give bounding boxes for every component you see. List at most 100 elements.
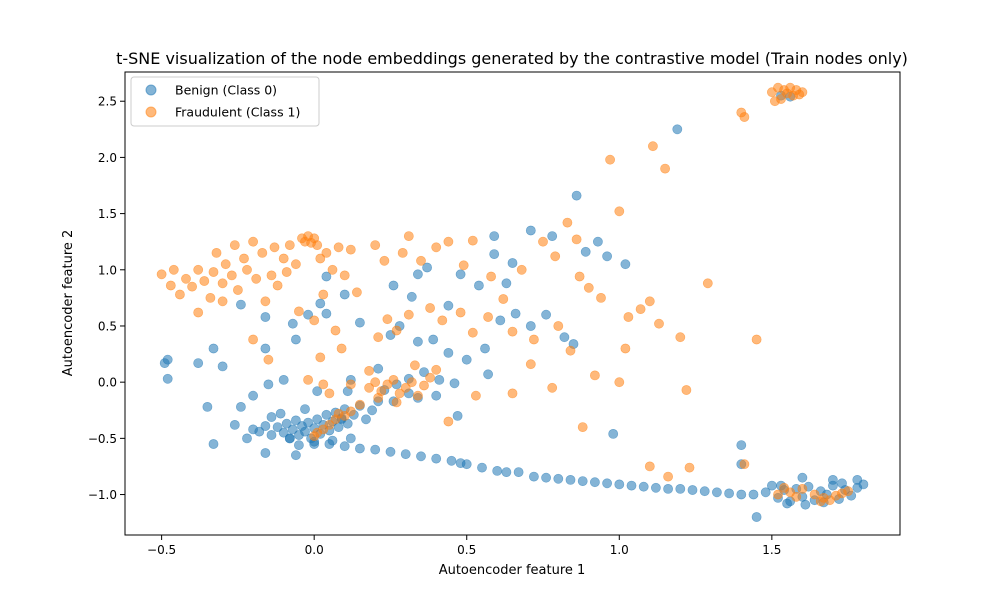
data-point bbox=[217, 278, 228, 289]
data-point bbox=[635, 304, 646, 314]
data-point bbox=[525, 225, 536, 236]
data-point bbox=[590, 370, 600, 381]
data-point bbox=[623, 312, 634, 322]
data-point bbox=[345, 406, 356, 417]
data-point bbox=[660, 163, 670, 174]
data-point bbox=[495, 315, 506, 326]
data-point bbox=[565, 474, 576, 485]
data-point bbox=[367, 405, 377, 416]
data-point bbox=[477, 462, 487, 473]
data-point bbox=[553, 473, 564, 484]
data-point bbox=[388, 280, 399, 291]
data-point bbox=[501, 278, 512, 289]
data-point bbox=[751, 334, 762, 345]
data-point bbox=[724, 488, 734, 499]
data-point bbox=[779, 482, 789, 493]
data-point bbox=[434, 374, 445, 385]
data-point bbox=[467, 235, 478, 246]
data-point bbox=[654, 318, 664, 329]
data-point bbox=[516, 264, 527, 275]
data-point bbox=[809, 489, 820, 500]
data-point bbox=[736, 489, 747, 500]
data-point bbox=[327, 264, 338, 275]
data-point bbox=[837, 478, 847, 489]
data-point bbox=[205, 292, 216, 303]
data-point bbox=[354, 399, 365, 410]
data-point bbox=[156, 269, 167, 280]
data-point bbox=[168, 264, 179, 275]
data-point bbox=[248, 334, 258, 345]
data-point bbox=[242, 264, 252, 275]
data-point bbox=[315, 298, 326, 309]
data-point bbox=[235, 299, 246, 310]
x-axis: −0.5 0.0 0.5 1.0 1.5 bbox=[147, 535, 781, 557]
data-point bbox=[736, 440, 747, 450]
data-point bbox=[333, 242, 344, 253]
data-point bbox=[467, 327, 478, 338]
chart-title: t-SNE visualization of the node embeddin… bbox=[116, 49, 908, 68]
data-point bbox=[602, 478, 612, 489]
data-point bbox=[260, 312, 271, 322]
data-point bbox=[443, 300, 454, 311]
data-point bbox=[663, 471, 673, 482]
data-point bbox=[400, 382, 411, 393]
data-point bbox=[257, 247, 268, 258]
data-point bbox=[739, 459, 750, 470]
data-point bbox=[577, 476, 588, 486]
data-point bbox=[318, 289, 329, 300]
data-point bbox=[412, 336, 423, 347]
data-point bbox=[406, 291, 417, 302]
data-point bbox=[461, 354, 472, 365]
data-point bbox=[187, 281, 197, 292]
data-point bbox=[748, 489, 759, 500]
data-point bbox=[687, 485, 698, 495]
data-point bbox=[303, 309, 313, 320]
data-point bbox=[580, 246, 591, 257]
data-point bbox=[272, 280, 283, 291]
data-point bbox=[760, 487, 771, 498]
data-point bbox=[452, 410, 463, 421]
data-point bbox=[364, 365, 374, 376]
data-point bbox=[324, 439, 335, 449]
data-point bbox=[293, 306, 304, 317]
data-point bbox=[162, 373, 173, 384]
x-tick-label: 0.5 bbox=[457, 543, 476, 557]
data-point bbox=[614, 377, 625, 388]
data-point bbox=[638, 481, 649, 492]
data-point bbox=[248, 236, 258, 247]
data-point bbox=[416, 255, 426, 266]
data-point bbox=[425, 303, 435, 313]
data-point bbox=[644, 461, 655, 472]
data-point bbox=[797, 87, 808, 98]
data-point bbox=[193, 358, 204, 368]
data-point bbox=[361, 414, 371, 425]
series-fraudulent bbox=[156, 82, 853, 507]
data-point bbox=[507, 388, 518, 399]
data-point bbox=[590, 477, 600, 488]
x-tick-label: −0.5 bbox=[147, 543, 176, 557]
data-point bbox=[351, 287, 362, 298]
data-point bbox=[266, 430, 277, 440]
data-point bbox=[336, 343, 347, 354]
data-point bbox=[373, 332, 384, 343]
data-point bbox=[547, 382, 558, 393]
data-point bbox=[684, 462, 695, 473]
data-point bbox=[620, 343, 631, 354]
data-point bbox=[293, 440, 304, 450]
data-point bbox=[620, 259, 631, 270]
data-point bbox=[309, 315, 320, 326]
data-point bbox=[309, 431, 320, 441]
data-point bbox=[473, 280, 484, 291]
data-point bbox=[290, 450, 301, 461]
data-point bbox=[388, 374, 399, 385]
data-point bbox=[403, 309, 414, 320]
data-point bbox=[553, 321, 564, 331]
data-point bbox=[529, 334, 539, 345]
data-point bbox=[571, 190, 582, 201]
data-point bbox=[208, 439, 219, 449]
data-point bbox=[648, 141, 658, 152]
data-point bbox=[254, 426, 265, 437]
data-point bbox=[663, 483, 673, 494]
data-point bbox=[397, 247, 408, 258]
data-point bbox=[815, 496, 826, 507]
